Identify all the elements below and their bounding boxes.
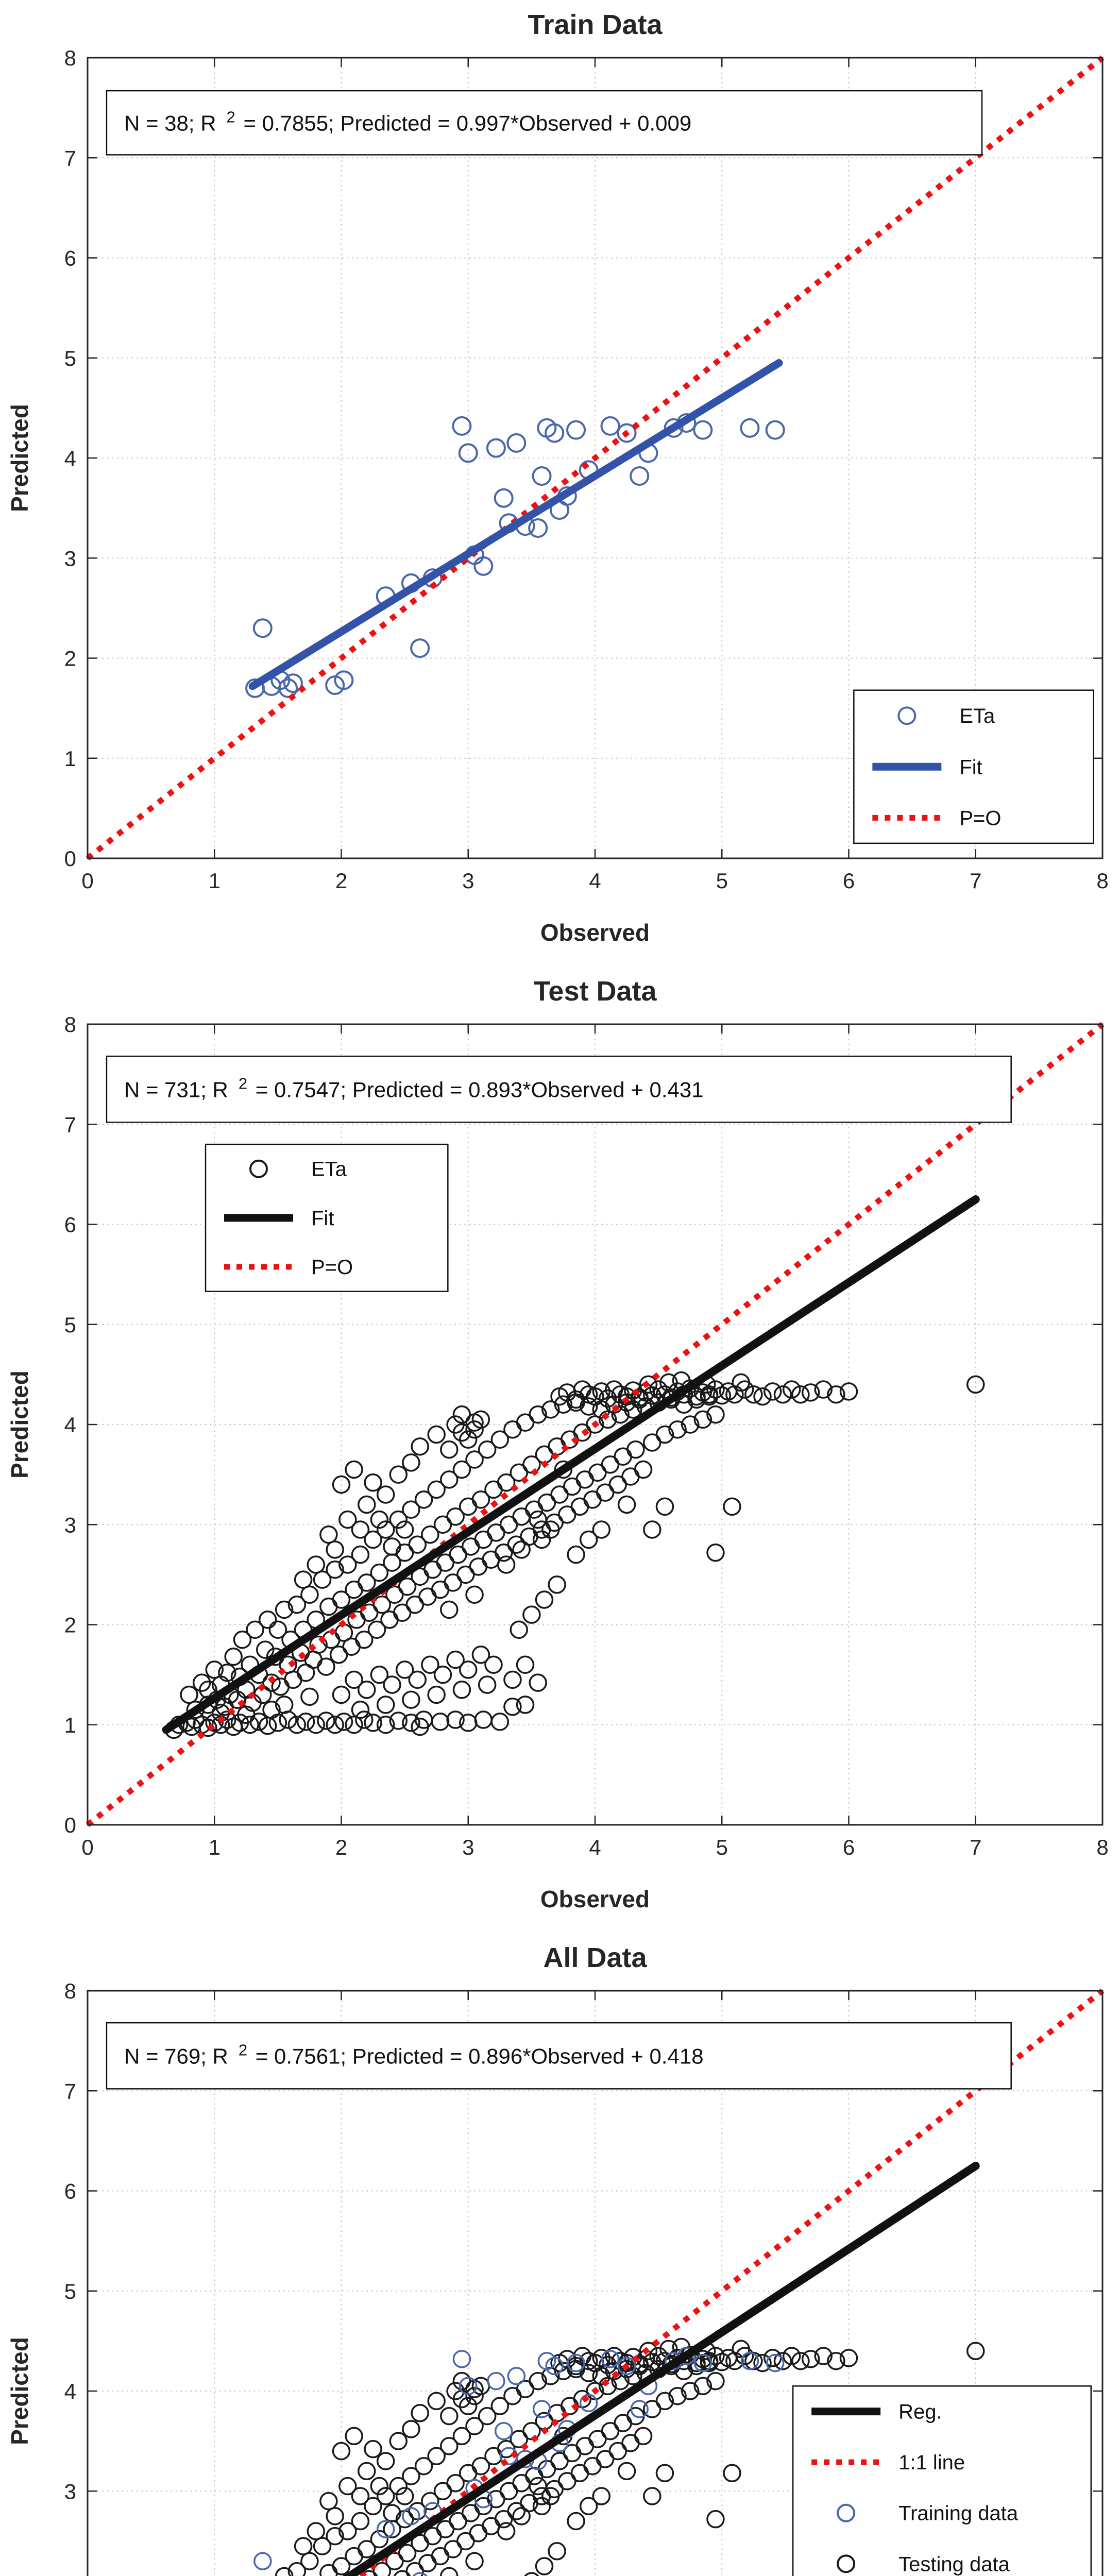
y-tick-label: 3: [64, 546, 76, 570]
legend-item-label: ETa: [311, 1158, 347, 1181]
x-tick-label: 8: [1096, 1835, 1108, 1859]
legend-item-label: P=O: [959, 807, 1001, 829]
all-data-panel: 001122334455667788All DataObservedPredic…: [0, 1933, 1120, 2576]
identity-line: [356, 1988, 1105, 2576]
y-tick-label: 3: [64, 1513, 76, 1537]
x-tick-label: 7: [970, 1835, 981, 1859]
x-tick-label: 2: [335, 869, 347, 893]
x-tick-label: 8: [1096, 869, 1108, 893]
test-data-chart: 00 1 1 2 2 3 3 4 4 5 5 6 6 7 7 8 8 Test Data Observed Predi…: [0, 967, 1120, 1933]
y-tick-label: 4: [64, 2379, 76, 2403]
x-tick-label: 3: [462, 869, 474, 893]
y-tick-label: 0: [64, 846, 76, 871]
axes-ticks: 00 1 1 2 2 3 3 4 4 5 5 6 6 7 7 8 8: [64, 1012, 1109, 1859]
legend-marker-icon: [837, 2503, 856, 2522]
x-tick-label: 2: [335, 1835, 347, 1859]
y-tick-label: 5: [64, 2279, 76, 2303]
x-tick-label: 3: [462, 1835, 474, 1859]
x-tick-label: 4: [589, 1835, 601, 1859]
legend-item-label: 1:1 line: [898, 2451, 965, 2474]
legend-box: [792, 2385, 1092, 2576]
y-tick-label: 7: [64, 1112, 76, 1137]
train-data-panel: 0 0 1 1 2 2 3 3 4 4 5 5 6 6 7 7 8 8 Train Data Observed Pred…: [0, 0, 1120, 967]
all-data-chart: 001122334455667788All DataObservedPredic…: [0, 1933, 1120, 2576]
y-axis-label: Predicted: [6, 2337, 33, 2445]
legend-marker-icon: [837, 2554, 856, 2573]
test-data-panel: 0 0 1 1 2 2 3 3 4 4 5 5 6 6 7 7 8 8 Test Data Observed Predi…: [0, 967, 1120, 1933]
x-tick-label: 1: [209, 1835, 220, 1859]
y-tick-label: 6: [64, 246, 76, 270]
legend: ETa Fit P=O: [853, 689, 1095, 844]
legend: Reg. 1:1 line Training data Testing data: [792, 2385, 1092, 2576]
fit-line: [342, 2161, 980, 2576]
identity-line: [86, 55, 1105, 861]
y-tick-label: 2: [64, 647, 76, 671]
y-tick-label: 4: [64, 446, 76, 470]
chart-title: Test Data: [533, 976, 657, 1007]
legend-marker-icon: [249, 1159, 268, 1178]
y-axis-label: Predicted: [6, 404, 33, 512]
x-tick-label: 7: [970, 869, 981, 893]
x-axis-label: Observed: [540, 919, 650, 946]
eta-points: [245, 413, 785, 698]
y-tick-label: 1: [64, 1713, 76, 1737]
eta-points: [164, 1371, 985, 1739]
y-tick-label: 5: [64, 1313, 76, 1337]
y-axis-label: Predicted: [6, 1370, 33, 1479]
y-tick-label: 7: [64, 2079, 76, 2103]
legend-item-label: Fit: [311, 1207, 334, 1230]
y-tick-label: 8: [64, 1012, 76, 1037]
y-tick-label: 6: [64, 2179, 76, 2204]
scatter-series: [245, 413, 785, 698]
grid-lines: [88, 1991, 1102, 2576]
stats-annotation-box: [106, 1055, 1012, 1123]
x-tick-label: 4: [589, 869, 601, 893]
x-axis-label: Observed: [540, 1886, 650, 1912]
x-tick-label: 6: [843, 1835, 855, 1859]
y-tick-label: 0: [64, 1813, 76, 1837]
identity-line: [86, 1022, 1105, 1827]
legend-item-label: ETa: [959, 705, 995, 727]
legend-item-label: Fit: [959, 756, 982, 778]
x-tick-label: 0: [81, 1835, 93, 1859]
x-tick-label: 5: [716, 869, 728, 893]
y-tick-label: 7: [64, 146, 76, 170]
y-tick-label: 2: [64, 1613, 76, 1637]
x-tick-label: 6: [843, 869, 855, 893]
scatter-series: [164, 1371, 985, 1739]
chart-background: [0, 967, 1120, 1933]
y-tick-label: 6: [64, 1213, 76, 1237]
y-tick-label: 1: [64, 747, 76, 771]
legend-item-label: Training data: [898, 2502, 1019, 2525]
x-tick-label: 5: [716, 1835, 728, 1859]
legend-marker-icon: [897, 706, 917, 725]
chart-title: Train Data: [528, 9, 663, 40]
grid-lines: [88, 58, 1102, 858]
y-tick-label: 3: [64, 2479, 76, 2503]
x-tick-label: 1: [209, 869, 220, 893]
train-data-chart: 00 1 1 2 2 3 3 4 4 5 5 6 6 7 7 8 8 Train Data Observed Pred…: [0, 0, 1120, 967]
stats-annotation-box: [106, 2022, 1012, 2090]
fit-line: [162, 1195, 980, 1734]
axes-ticks: 00 1 1 2 2 3 3 4 4 5 5 6 6 7 7 8 8: [64, 46, 1109, 893]
legend-item-label: P=O: [311, 1256, 353, 1279]
fit-line: [248, 359, 783, 690]
y-tick-label: 5: [64, 346, 76, 370]
y-tick-label: 8: [64, 1979, 76, 2003]
legend: ETa Fit P=O: [205, 1143, 449, 1292]
stats-annotation-box: [106, 90, 983, 156]
y-tick-label: 4: [64, 1413, 76, 1437]
x-tick-label: 0: [81, 869, 93, 893]
y-tick-label: 8: [64, 46, 76, 70]
legend-item-label: Testing data: [898, 2553, 1010, 2575]
chart-title: All Data: [543, 1942, 647, 1973]
legend-item-label: Reg.: [898, 2401, 942, 2424]
